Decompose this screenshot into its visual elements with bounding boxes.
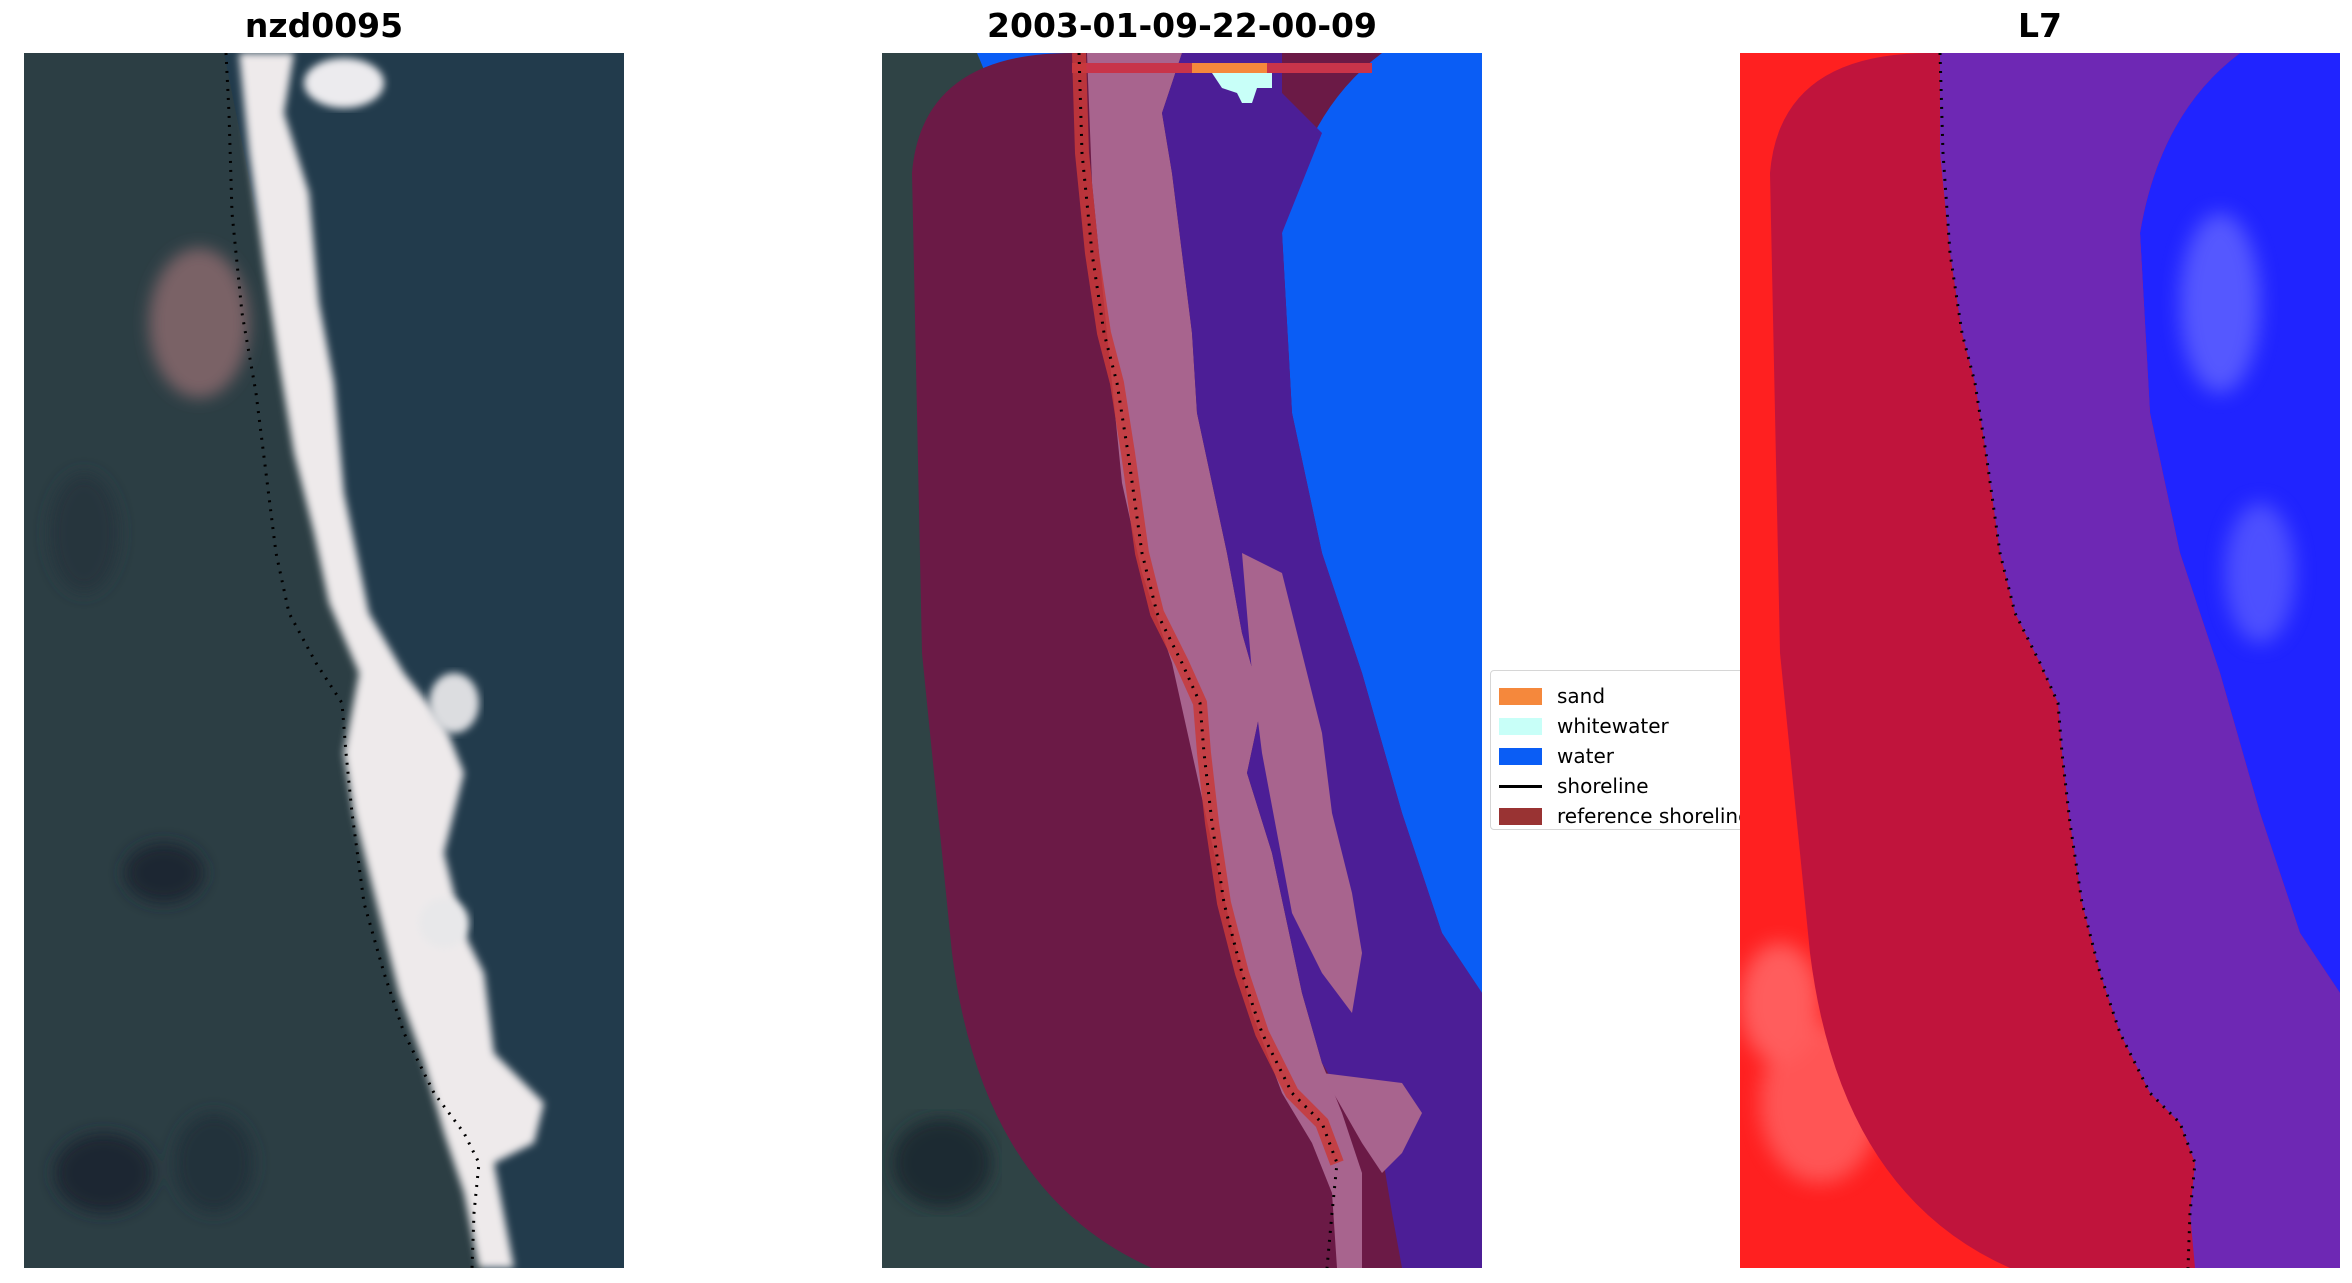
legend-label: sand (1557, 684, 1606, 708)
panel-title-image: nzd0095 (244, 6, 404, 45)
whitewater-patch (429, 673, 479, 733)
whitewater-class-patch (1212, 73, 1272, 103)
classification-panel (882, 53, 1482, 1268)
legend-label: reference shoreline (1557, 804, 1750, 828)
whitewater-patch (304, 58, 384, 108)
legend-label: water (1557, 744, 1614, 768)
water-class-area (1162, 53, 1482, 1268)
dark-vegetation (49, 473, 119, 593)
index-buffer-water-side (1940, 53, 2340, 1268)
sand-swatch (1499, 687, 1542, 705)
sand-class-area (1087, 53, 1362, 1268)
legend-item-water: water (1499, 744, 1614, 768)
dark-vegetation (54, 1133, 154, 1213)
legend-item-reference-shoreline: reference shoreline (1499, 804, 1750, 828)
legend-label: whitewater (1557, 714, 1669, 738)
sand-class-patch (1192, 63, 1267, 73)
panel-title-classification: 2003-01-09-22-00-09 (987, 6, 1377, 45)
beach-strip (239, 53, 544, 1268)
shoreline-swatch (1499, 784, 1542, 788)
panel-title-index: L7 (2018, 6, 2062, 45)
legend-item-sand: sand (1499, 684, 1605, 708)
land-patch (149, 248, 249, 398)
legend-label: shoreline (1557, 774, 1649, 798)
legend: sand whitewater water shoreline referenc… (1490, 670, 1750, 830)
dark-vegetation (174, 1113, 254, 1213)
whitewater-swatch (1499, 717, 1542, 735)
sand-class-area (1242, 553, 1362, 1013)
rgb-image-panel (24, 53, 624, 1268)
shoreline (1938, 53, 2197, 1268)
whitewater-patch (419, 898, 469, 948)
reference-shoreline-swatch (1499, 807, 1542, 825)
index-image-panel (1740, 53, 2340, 1268)
reference-shoreline (1072, 53, 1344, 1166)
legend-item-shoreline: shoreline (1499, 774, 1649, 798)
sand-class-area (1322, 1073, 1422, 1173)
water-swatch (1499, 747, 1542, 765)
shoreline (224, 53, 481, 1268)
legend-item-whitewater: whitewater (1499, 714, 1669, 738)
dark-vegetation (124, 843, 204, 903)
